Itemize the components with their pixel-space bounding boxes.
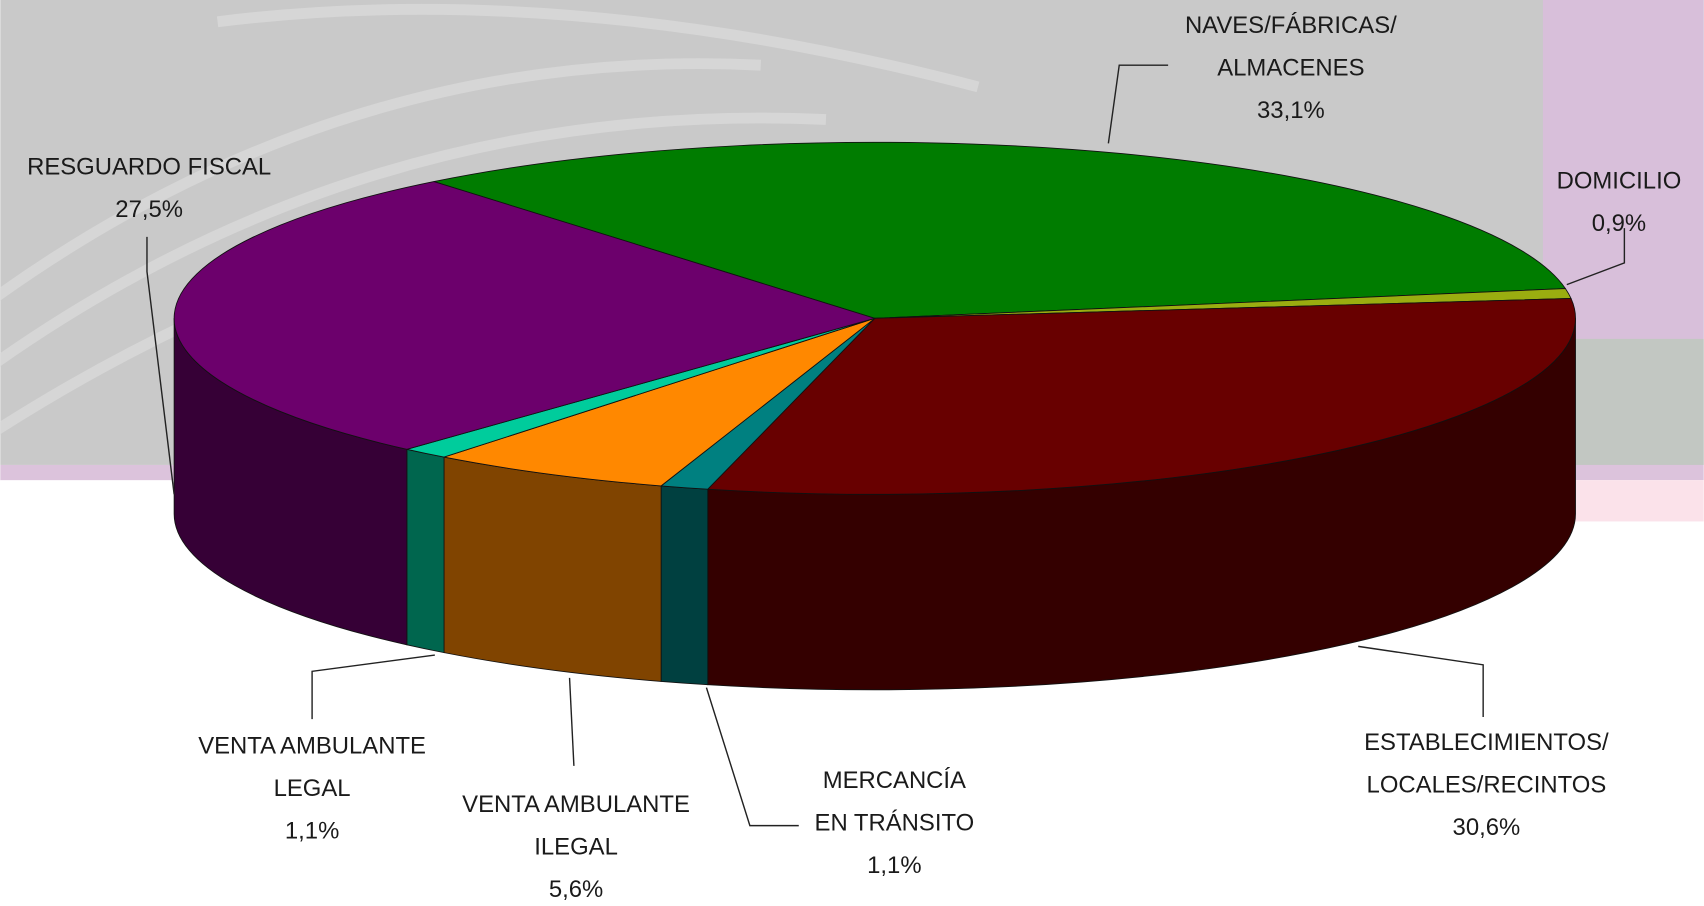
pie-sides xyxy=(173,318,1576,691)
value-label: 5,6% xyxy=(549,876,603,903)
leader-line xyxy=(311,654,435,720)
category-label: MERCANCÍA EN TRÁNSITO xyxy=(815,767,975,836)
category-label: RESGUARDO FISCAL xyxy=(27,154,271,181)
category-label: NAVES/FÁBRICAS/ALMACENES xyxy=(1185,12,1397,81)
labels: NAVES/FÁBRICAS/ALMACENES 33,1% DOMICILIO 0,… xyxy=(27,12,1681,903)
pie-slice xyxy=(443,317,876,487)
leader-line xyxy=(568,677,575,766)
value-label: 33,1% xyxy=(1257,97,1325,124)
pie-side xyxy=(660,485,709,686)
value-label: 30,6% xyxy=(1453,814,1521,841)
pie-slice xyxy=(433,141,1567,319)
pie-tops xyxy=(173,141,1576,495)
pie-side xyxy=(443,456,662,682)
category-label: ESTABLECIMIENTOS/LOCALES/RECINTOS xyxy=(1364,729,1609,798)
pie-side xyxy=(406,448,445,654)
category-label: VENTA AMBULANTE LEGAL xyxy=(198,733,426,802)
leader-line xyxy=(1566,228,1626,286)
category-label: DOMICILIO xyxy=(1557,168,1682,195)
value-label: 0,9% xyxy=(1592,210,1646,237)
value-label: 1,1% xyxy=(867,852,921,879)
leader-line xyxy=(705,687,799,827)
leader-line xyxy=(1358,645,1484,717)
category-label: VENTA AMBULANTE ILEGAL xyxy=(462,791,690,860)
leader-line xyxy=(146,236,175,495)
value-label: 1,1% xyxy=(285,817,339,844)
value-label: 27,5% xyxy=(115,196,183,223)
pie-slice xyxy=(706,297,1576,495)
leader-line xyxy=(1107,64,1169,144)
pie-slice xyxy=(173,181,877,450)
